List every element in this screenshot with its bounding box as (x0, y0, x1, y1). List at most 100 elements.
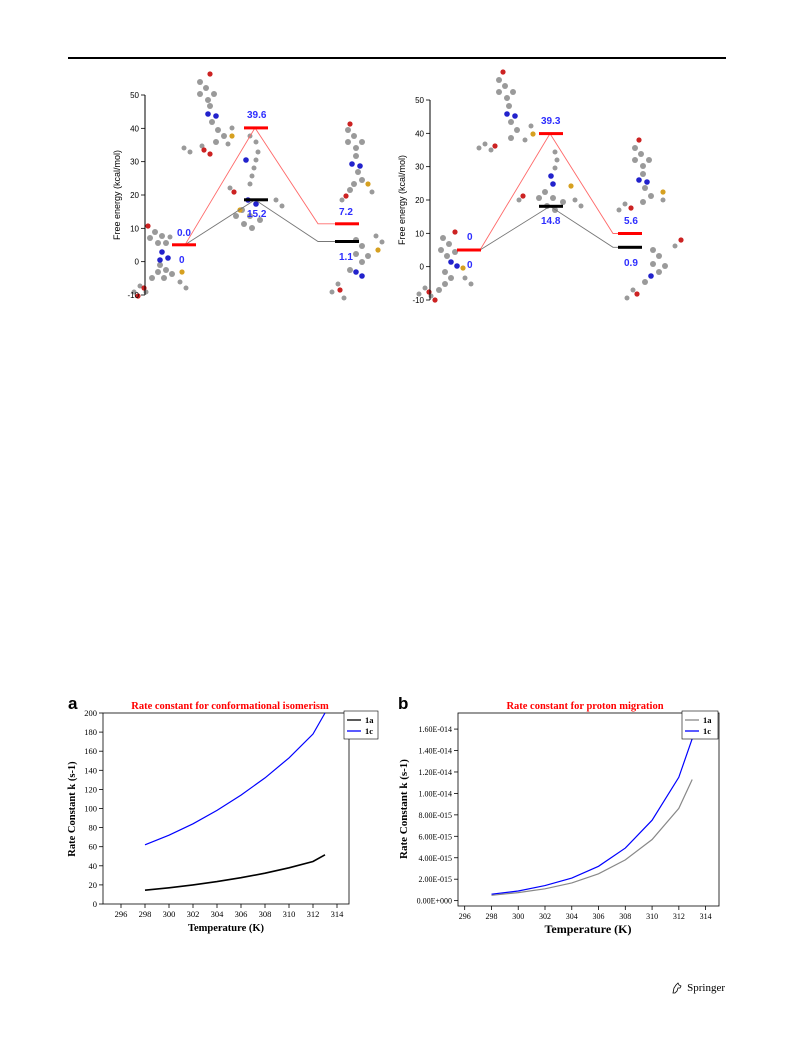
x-tick-label: 298 (485, 912, 497, 921)
x-tick-label: 300 (512, 912, 524, 921)
publisher-footer: Springer (671, 982, 725, 994)
energy-ylabel: Free energy (kcal/mol) (397, 155, 407, 245)
series-line-1c (491, 738, 693, 895)
y-tick-label: 1.00E-014 (418, 789, 452, 798)
series-lines (144, 712, 326, 891)
product-black-value: 0.9 (624, 258, 638, 269)
y-tick-label: 0.00E+000 (417, 897, 452, 906)
energy-ticks: -10 0 10 20 30 40 50 (412, 96, 430, 305)
x-tick-label: 296 (459, 912, 471, 921)
ts-black-value: 15.2 (247, 209, 267, 220)
energy-tick-label: 20 (130, 191, 139, 200)
publisher-name: Springer (687, 982, 725, 994)
energy-tick-label: -10 (127, 291, 139, 300)
x-tick-label: 306 (593, 912, 605, 921)
x-tick-label: 306 (235, 909, 248, 919)
x-tick-label: 298 (139, 909, 152, 919)
black-pathway (184, 199, 337, 246)
x-tick-label: 302 (187, 909, 200, 919)
y-tick-label: 0 (93, 899, 97, 909)
x-tick-label: 314 (700, 912, 712, 921)
y-tick-label: 100 (84, 804, 97, 814)
panel-label-b: b (398, 694, 409, 713)
ts-black-level (244, 198, 268, 202)
molecule-illustrations-left (131, 71, 385, 301)
energy-ticks: -10 0 10 20 30 40 50 (127, 91, 145, 300)
chart-title: Rate constant for proton migration (506, 701, 663, 712)
x-ticks: 296 298 300 302 304 306 308 310 312 314 (459, 906, 712, 921)
reactant-red-value: 0 (467, 232, 473, 243)
product-red-level (335, 222, 359, 226)
product-red-value: 5.6 (624, 216, 638, 227)
y-tick-label: 20 (89, 880, 98, 890)
x-tick-label: 300 (163, 909, 176, 919)
ts-red-value: 39.6 (247, 110, 267, 121)
product-black-level (335, 240, 359, 243)
rate-chart-conformational: Rate constant for conformational isomeri… (67, 701, 379, 934)
energy-tick-label: 50 (415, 96, 424, 105)
y-tick-label: 120 (84, 784, 97, 794)
y-tick-label: 160 (84, 746, 97, 756)
y-tick-label: 8.00E-015 (418, 811, 452, 820)
energy-tick-label: 40 (130, 124, 139, 133)
ts-red-value: 39.3 (541, 116, 561, 127)
legend-label-1a: 1a (703, 715, 712, 725)
legend-box (343, 710, 379, 740)
y-axis-label: Rate Constant k (s-1) (398, 759, 410, 859)
x-tick-label: 310 (283, 909, 296, 919)
x-axis-label: Temperature (K) (545, 922, 632, 936)
legend-box (681, 710, 719, 740)
y-tick-label: 2.00E-015 (418, 875, 452, 884)
chart-title: Rate constant for conformational isomeri… (131, 701, 329, 712)
x-tick-label: 308 (259, 909, 272, 919)
y-ticks: 0 20 40 60 80 100 120 140 160 180 200 (84, 708, 103, 909)
x-tick-label: 312 (673, 912, 685, 921)
legend-label-1a: 1a (365, 715, 374, 725)
energy-tick-label: 10 (130, 224, 139, 233)
molecule-illustrations-right (416, 69, 684, 303)
reactant-black-value: 0 (179, 255, 185, 266)
x-tick-label: 302 (539, 912, 551, 921)
y-tick-label: 1.40E-014 (418, 747, 452, 756)
energy-diagram-left: -10 0 10 20 30 40 50 Free energy (kcal/mol) 0.… (112, 71, 385, 301)
reactant-red-value: 0.0 (177, 228, 191, 239)
y-ticks: 0.00E+000 2.00E-015 4.00E-015 6.00E-015 8.00… (417, 725, 458, 906)
energy-ylabel: Free energy (kcal/mol) (112, 150, 122, 240)
y-tick-label: 200 (84, 708, 97, 718)
y-tick-label: 1.60E-014 (418, 725, 452, 734)
plot-frame (457, 712, 720, 907)
energy-tick-label: 30 (130, 158, 139, 167)
legend-label-1c: 1c (703, 726, 711, 736)
x-tick-label: 314 (331, 909, 345, 919)
red-pathway (184, 127, 337, 246)
header-rule (68, 57, 726, 59)
x-tick-label: 304 (211, 909, 225, 919)
energy-tick-label: -10 (412, 296, 424, 305)
rate-chart-proton-migration: Rate constant for proton migration 296 29… (398, 701, 720, 936)
product-black-value: 1.1 (339, 252, 353, 263)
ts-black-level (539, 204, 563, 208)
product-red-value: 7.2 (339, 207, 353, 218)
x-tick-label: 296 (115, 909, 128, 919)
springer-horse-icon (672, 982, 682, 994)
x-tick-label: 310 (646, 912, 658, 921)
y-tick-label: 1.20E-014 (418, 768, 452, 777)
y-tick-label: 60 (89, 842, 98, 852)
y-tick-label: 4.00E-015 (418, 854, 452, 863)
y-tick-label: 6.00E-015 (418, 832, 452, 841)
x-axis-label: Temperature (K) (188, 923, 265, 934)
product-red-level (618, 232, 642, 235)
plot-frame (102, 712, 350, 905)
ts-red-level (244, 126, 268, 130)
x-ticks: 296 298 300 302 304 306 308 310 312 314 (115, 904, 345, 919)
series-line-1c (144, 712, 326, 846)
energy-tick-label: 50 (130, 91, 139, 100)
reactant-level (457, 248, 481, 252)
series-line-1a (491, 779, 693, 896)
reactant-black-value: 0 (467, 260, 473, 271)
energy-tick-label: 10 (415, 229, 424, 238)
